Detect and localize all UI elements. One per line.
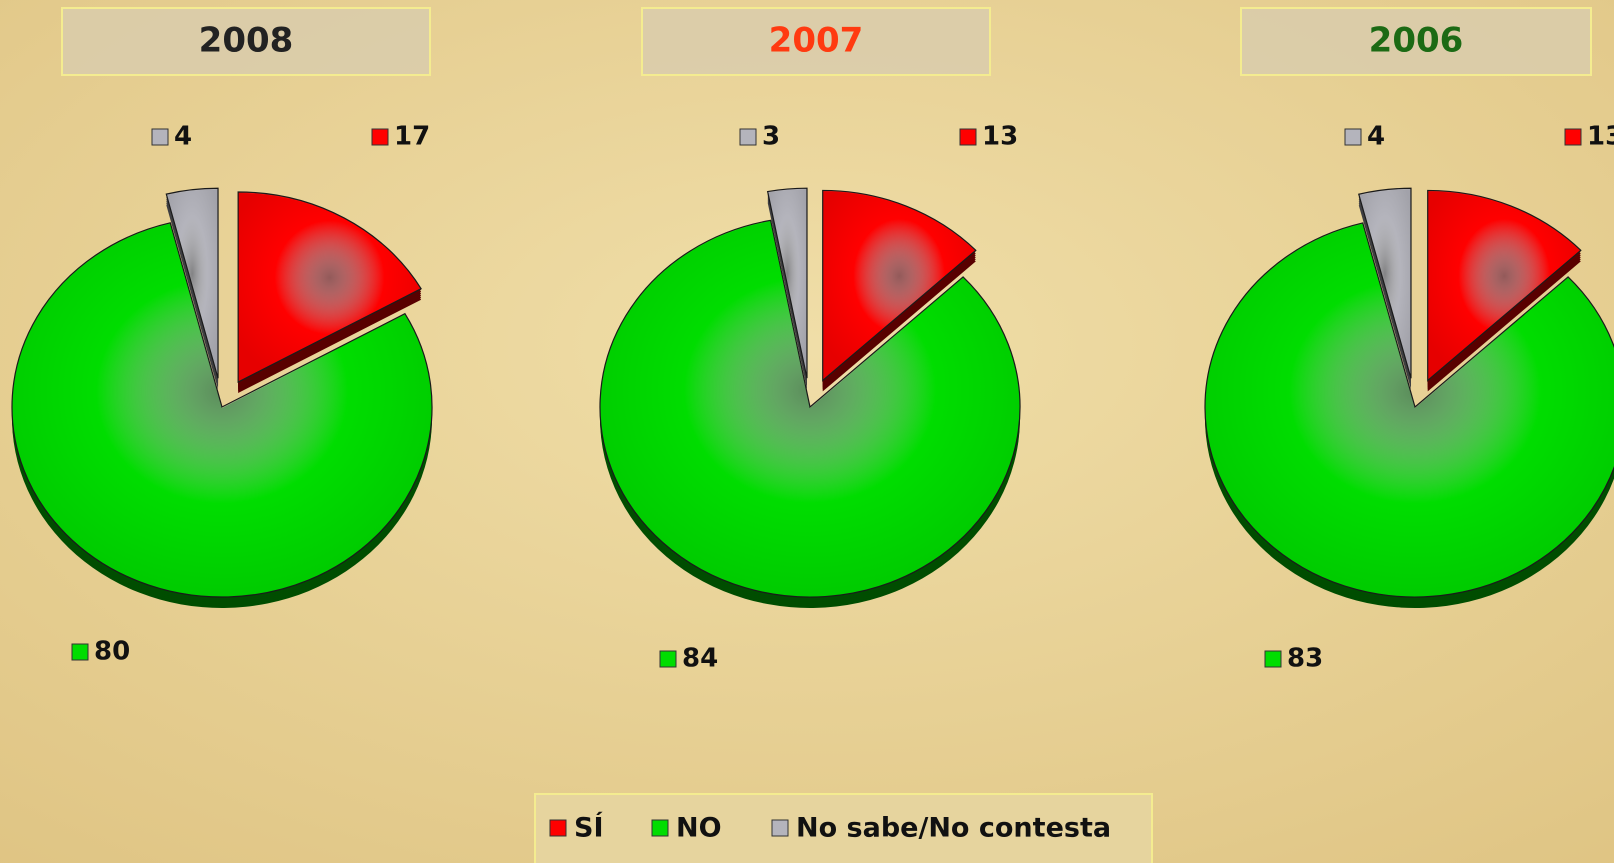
pie-slice [599,219,1021,598]
legend-label: No sabe/No contesta [796,813,1111,844]
pie-slice [11,222,433,598]
data-label: 80 [94,637,130,667]
chart-title: 2006 [1369,21,1464,61]
pie-slice [1427,189,1582,382]
chart-title: 2007 [769,21,864,61]
legend-swatch [71,643,89,661]
pie-slice [1204,222,1614,598]
legend-swatch [151,128,169,146]
legend-swatch [1564,128,1582,146]
data-label: 84 [682,644,718,674]
data-label: 4 [1367,122,1385,152]
pie-slice [766,187,808,379]
title-box [641,7,991,76]
data-label: 83 [1287,644,1323,674]
pie-slice [165,187,219,379]
pie-slice [1358,187,1412,379]
legend-swatch [651,819,669,837]
legend-label: SÍ [574,812,604,844]
data-label: 13 [1587,122,1614,152]
legend-box [534,793,1153,863]
data-label: 3 [762,122,780,152]
legend-swatch [371,128,389,146]
legend-swatch [549,819,567,837]
legend-swatch [959,128,977,146]
title-box [61,7,431,76]
pie-slice [822,189,977,382]
data-label: 17 [394,122,430,152]
legend-swatch [1264,650,1282,668]
legend-label: NO [676,813,722,844]
data-label: 13 [982,122,1018,152]
data-label: 4 [174,122,192,152]
title-box [1240,7,1592,76]
chart-title: 2008 [199,21,294,61]
legend-swatch [739,128,757,146]
legend-swatch [771,819,789,837]
legend-swatch [659,650,677,668]
legend-swatch [1344,128,1362,146]
pie-slice [237,191,422,383]
